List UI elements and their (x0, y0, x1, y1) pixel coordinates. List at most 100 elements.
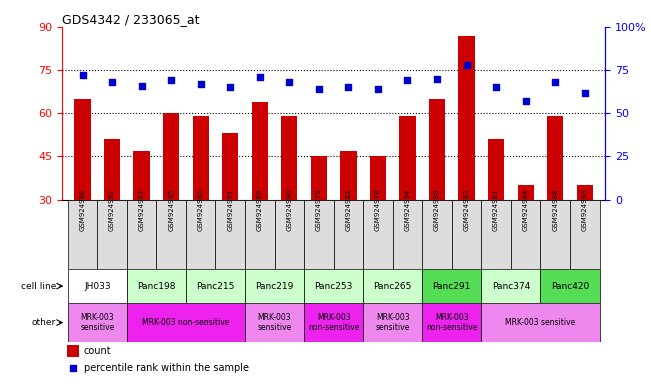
Text: Panc219: Panc219 (255, 281, 294, 291)
Bar (186, 200, 215, 269)
Text: GSM924984: GSM924984 (523, 189, 529, 231)
Text: GSM924985: GSM924985 (198, 189, 204, 231)
Bar (429, 99, 445, 200)
Bar (481, 200, 511, 269)
Bar (422, 200, 452, 269)
Bar (399, 116, 415, 200)
Bar (74, 99, 90, 200)
Text: Panc215: Panc215 (197, 281, 234, 291)
Text: count: count (83, 346, 111, 356)
Bar (245, 269, 304, 303)
Point (225, 84, 236, 90)
Bar (127, 303, 245, 342)
Point (107, 79, 117, 85)
Bar (68, 303, 127, 342)
Point (68, 365, 79, 371)
Bar (363, 200, 393, 269)
Point (520, 98, 531, 104)
Bar (133, 151, 150, 200)
Bar (422, 269, 481, 303)
Bar (577, 185, 593, 200)
Bar (215, 200, 245, 269)
Bar (540, 269, 600, 303)
Bar (193, 116, 209, 200)
Bar (104, 139, 120, 200)
Text: GSM924993: GSM924993 (582, 188, 588, 231)
Bar (156, 200, 186, 269)
Point (462, 62, 472, 68)
Bar (304, 269, 363, 303)
Text: GSM924983: GSM924983 (464, 188, 469, 231)
Bar (333, 200, 363, 269)
Text: Panc291: Panc291 (433, 281, 471, 291)
Text: GSM924987: GSM924987 (139, 188, 145, 231)
Text: GSM924994: GSM924994 (404, 189, 411, 231)
Text: Panc374: Panc374 (492, 281, 530, 291)
Bar (281, 116, 298, 200)
Bar (67, 345, 79, 357)
Text: MRK-003 sensitive: MRK-003 sensitive (505, 318, 575, 327)
Text: GSM924981: GSM924981 (493, 188, 499, 231)
Text: GDS4342 / 233065_at: GDS4342 / 233065_at (62, 13, 199, 26)
Bar (511, 200, 540, 269)
Text: MRK-003
sensitive: MRK-003 sensitive (257, 313, 292, 332)
Point (137, 83, 147, 89)
Bar (458, 36, 475, 200)
Bar (163, 113, 179, 200)
Text: MRK-003
sensitive: MRK-003 sensitive (376, 313, 410, 332)
Point (579, 89, 590, 96)
Bar (393, 200, 422, 269)
Bar (245, 200, 275, 269)
Bar (97, 200, 127, 269)
Bar (340, 151, 357, 200)
Bar (245, 303, 304, 342)
Text: GSM924979: GSM924979 (316, 188, 322, 231)
Bar (481, 303, 600, 342)
Text: MRK-003
non-sensitive: MRK-003 non-sensitive (308, 313, 359, 332)
Text: Panc265: Panc265 (374, 281, 412, 291)
Bar (363, 269, 422, 303)
Text: GSM924978: GSM924978 (375, 188, 381, 231)
Bar (127, 269, 186, 303)
Point (491, 84, 501, 90)
Bar (540, 200, 570, 269)
Point (314, 86, 324, 92)
Text: GSM924992: GSM924992 (109, 189, 115, 231)
Text: MRK-003
sensitive: MRK-003 sensitive (80, 313, 115, 332)
Bar (304, 200, 333, 269)
Text: GSM924982: GSM924982 (346, 189, 352, 231)
Bar (370, 157, 386, 200)
Text: MRK-003
non-sensitive: MRK-003 non-sensitive (426, 313, 477, 332)
Point (77, 72, 88, 78)
Point (432, 76, 442, 82)
Bar (547, 116, 563, 200)
Bar (222, 134, 238, 200)
Bar (252, 102, 268, 200)
Text: GSM924988: GSM924988 (552, 188, 558, 231)
Point (373, 86, 383, 92)
Bar (68, 200, 97, 269)
Point (550, 79, 561, 85)
Bar (481, 269, 540, 303)
Bar (311, 157, 327, 200)
Text: GSM924989: GSM924989 (256, 188, 263, 231)
Text: cell line: cell line (21, 281, 56, 291)
Text: GSM924980: GSM924980 (434, 188, 440, 231)
Text: GSM924990: GSM924990 (286, 188, 292, 231)
Point (166, 78, 176, 84)
Bar (304, 303, 363, 342)
Bar (68, 269, 127, 303)
Bar (422, 303, 481, 342)
Text: percentile rank within the sample: percentile rank within the sample (83, 362, 249, 373)
Point (343, 84, 353, 90)
Bar (452, 200, 481, 269)
Point (402, 78, 413, 84)
Bar (275, 200, 304, 269)
Point (284, 79, 294, 85)
Text: GSM924991: GSM924991 (227, 188, 233, 231)
Bar (488, 139, 505, 200)
Bar (127, 200, 156, 269)
Bar (570, 200, 600, 269)
Bar (518, 185, 534, 200)
Text: GSM924986: GSM924986 (79, 188, 85, 231)
